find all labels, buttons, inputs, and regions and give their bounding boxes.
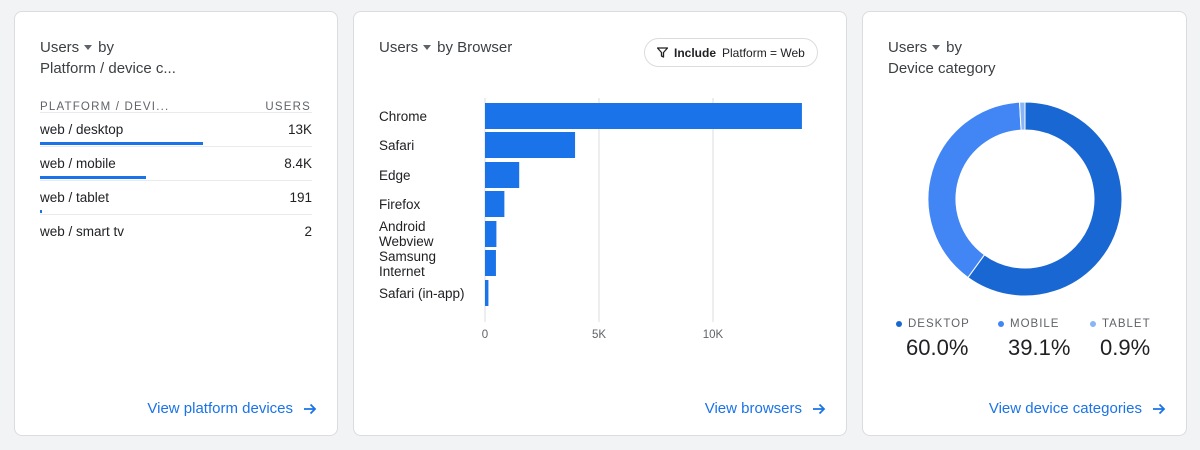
browser-bar[interactable] <box>485 191 505 217</box>
row-divider <box>40 214 312 215</box>
row-divider <box>40 146 312 147</box>
metric-label: Users <box>40 39 80 56</box>
browser-bar[interactable] <box>485 132 576 158</box>
table-row[interactable]: web / tablet 191 <box>40 180 312 214</box>
row-share-bar <box>40 176 147 179</box>
donut-slice-desktop[interactable] <box>967 101 1123 297</box>
legend-label: TABLET <box>1102 318 1151 330</box>
legend-percent: 0.9% <box>1100 335 1151 360</box>
arrow-right-icon <box>304 403 317 414</box>
card-title: Users by Platform / device c... <box>40 37 176 79</box>
metric-label: Users <box>379 39 419 56</box>
title-dimension: by Browser <box>437 39 513 56</box>
desktop-dot-icon <box>896 321 902 327</box>
device-donut-chart <box>927 101 1123 297</box>
x-tick-label: 10K <box>703 329 724 341</box>
column-header-dimension[interactable]: PLATFORM / DEVI... <box>40 101 170 113</box>
legend-desktop[interactable]: DESKTOP 60.0% <box>896 318 970 361</box>
tablet-dot-icon <box>1090 321 1096 327</box>
legend-tablet[interactable]: TABLET 0.9% <box>1090 318 1151 361</box>
row-value: 13K <box>287 122 312 137</box>
browser-card: Users by Browser Include Platform = Web … <box>353 11 847 436</box>
x-tick-label: 0 <box>482 329 488 341</box>
dimension-label: Device category <box>888 60 996 77</box>
filter-include-label: Include <box>674 45 717 60</box>
bar-label-safari-in-app: Safari (in-app) <box>379 286 465 301</box>
donut-slice-tablet[interactable] <box>1018 101 1026 131</box>
caret-down-icon <box>84 44 93 50</box>
filter-condition: Platform = Web <box>722 45 805 60</box>
row-share-bar <box>40 210 43 213</box>
caret-down-icon <box>932 44 941 50</box>
table-row[interactable]: web / desktop 13K <box>40 112 312 146</box>
column-header-users[interactable]: USERS <box>265 101 311 113</box>
arrow-right-icon <box>813 403 826 414</box>
title-by: by <box>98 39 115 56</box>
browser-bar[interactable] <box>485 221 497 247</box>
legend-label: DESKTOP <box>908 318 970 330</box>
row-name: web / mobile <box>40 156 116 171</box>
bar-label-edge: Edge <box>379 168 411 183</box>
metric-selector[interactable]: Users <box>40 37 98 58</box>
row-value: 2 <box>304 224 312 239</box>
link-label: View platform devices <box>147 400 293 417</box>
title-by: by <box>946 39 963 56</box>
browser-bar[interactable] <box>485 103 802 129</box>
row-name: web / smart tv <box>40 224 125 239</box>
legend-percent: 39.1% <box>1008 335 1071 360</box>
donut-slice-mobile[interactable] <box>927 101 1022 279</box>
metric-selector[interactable]: Users <box>379 37 437 58</box>
bar-label-firefox: Firefox <box>379 197 421 212</box>
card-title: Users by Device category <box>888 37 996 79</box>
filter-icon <box>657 47 668 58</box>
table-row[interactable]: web / smart tv 2 <box>40 214 312 248</box>
row-name: web / desktop <box>40 122 124 137</box>
table-row[interactable]: web / mobile 8.4K <box>40 146 312 180</box>
card-title: Users by Browser <box>379 37 512 58</box>
metric-selector[interactable]: Users <box>888 37 946 58</box>
view-device-categories-link[interactable]: View device categories <box>989 400 1166 417</box>
row-name: web / tablet <box>40 190 110 205</box>
platform-device-card: Users by Platform / device c... PLATFORM… <box>14 11 338 436</box>
link-label: View device categories <box>988 400 1142 417</box>
legend-label: MOBILE <box>1010 318 1060 330</box>
device-category-card: Users by Device category DESKTOP 60.0% M… <box>862 11 1187 436</box>
browser-bar[interactable] <box>485 280 489 306</box>
caret-down-icon <box>423 44 432 50</box>
bar-label-safari: Safari <box>379 138 415 153</box>
row-share-bar <box>40 142 204 145</box>
mobile-dot-icon <box>998 321 1004 327</box>
bar-label-android-webview: Android Webview <box>379 219 434 249</box>
row-divider <box>40 112 312 113</box>
x-tick-label: 5K <box>592 329 606 341</box>
bar-label-chrome: Chrome <box>379 109 428 124</box>
legend-mobile[interactable]: MOBILE 39.1% <box>998 318 1070 361</box>
platform-filter-chip[interactable]: Include Platform = Web <box>644 38 818 67</box>
row-value: 8.4K <box>284 156 312 171</box>
link-label: View browsers <box>704 400 802 417</box>
dimension-label: Platform / device c... <box>40 60 176 77</box>
arrow-right-icon <box>1153 403 1166 414</box>
bar-label-samsung-internet: Samsung Internet <box>379 249 437 279</box>
browser-bar[interactable] <box>485 250 496 276</box>
row-value: 191 <box>289 190 312 205</box>
metric-label: Users <box>888 39 928 56</box>
row-divider <box>40 180 312 181</box>
legend-percent: 60.0% <box>906 335 969 360</box>
browser-bar[interactable] <box>485 162 520 188</box>
view-browsers-link[interactable]: View browsers <box>705 400 826 417</box>
browser-bar-chart: 0 5K 10K <box>482 98 802 341</box>
view-platform-devices-link[interactable]: View platform devices <box>147 400 317 417</box>
